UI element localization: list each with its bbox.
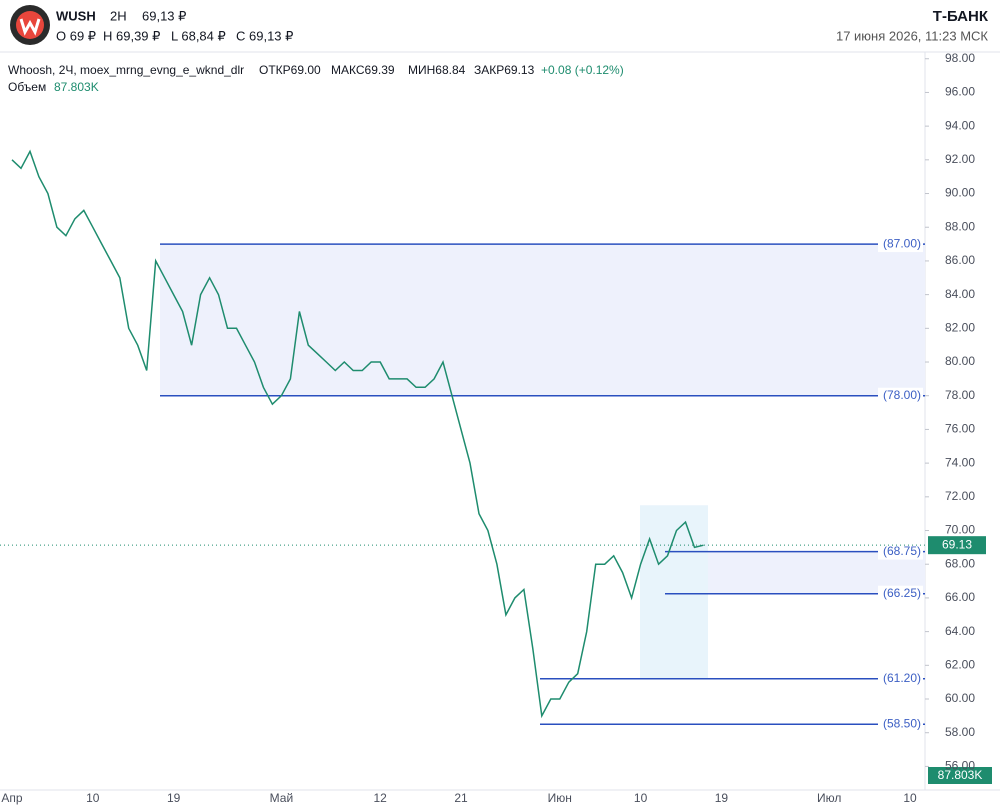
- ohlc-low: L 68,84 ₽: [171, 28, 226, 43]
- brand: Т-БАНК: [933, 8, 989, 25]
- level-label: (58.50): [883, 716, 921, 730]
- level-label-bg: [878, 670, 923, 687]
- y-tick-label: 82.00: [945, 321, 975, 335]
- last-price-badge: [928, 536, 986, 555]
- y-tick-label: 64.00: [945, 624, 975, 638]
- header-price: 69,13 ₽: [142, 8, 186, 23]
- level-label-bg: [878, 236, 923, 253]
- level-label: (78.00): [883, 388, 921, 402]
- x-tick-label: Июл: [817, 791, 841, 805]
- x-tick-label: 12: [374, 791, 388, 805]
- x-tick-label: 21: [454, 791, 468, 805]
- x-tick-label: 19: [715, 791, 729, 805]
- legend-low: МИН68.84: [408, 63, 466, 77]
- last-price-label: 69.13: [942, 537, 972, 551]
- x-tick-label: 10: [903, 791, 917, 805]
- legend-change: +0.08 (+0.12%): [541, 63, 624, 77]
- price-line: [11, 149, 704, 719]
- y-tick-label: 78.00: [945, 388, 975, 402]
- volume-badge: [928, 767, 992, 784]
- y-tick-label: 84.00: [945, 287, 975, 301]
- legend-open: ОТКР69.00: [259, 63, 321, 77]
- y-tick-label: 92.00: [945, 152, 975, 166]
- level-label: (66.25): [883, 586, 921, 600]
- y-tick-label: 72.00: [945, 489, 975, 503]
- legend-close: ЗАКР69.13: [474, 63, 535, 77]
- level-label-bg: [878, 585, 923, 602]
- y-tick-label: 60.00: [945, 691, 975, 705]
- level-label-bg: [878, 387, 923, 404]
- level-label-bg: [878, 716, 923, 733]
- y-tick-label: 80.00: [945, 354, 975, 368]
- ohlc-open: O 69 ₽: [56, 28, 96, 43]
- y-tick-label: 96.00: [945, 85, 975, 99]
- datetime: 17 июня 2026, 11:23 МСК: [836, 28, 988, 43]
- ohlc-close: C 69,13 ₽: [236, 28, 293, 43]
- legend-volume-label: Объем: [8, 80, 46, 94]
- y-tick-label: 56.00: [945, 759, 975, 773]
- legend-high: МАКС69.39: [331, 63, 395, 77]
- x-tick-label: Июн: [548, 791, 572, 805]
- y-tick-label: 74.00: [945, 455, 975, 469]
- level-label-bg: [878, 543, 923, 560]
- y-tick-label: 98.00: [945, 51, 975, 65]
- y-tick-label: 70.00: [945, 523, 975, 537]
- legend-symbol: Whoosh, 2Ч, moex_mrng_evng_e_wknd_dlr: [8, 63, 244, 77]
- logo-mark: [19, 18, 41, 36]
- y-tick-label: 90.00: [945, 186, 975, 200]
- y-tick-label: 86.00: [945, 253, 975, 267]
- y-tick-label: 62.00: [945, 657, 975, 671]
- y-tick-label: 88.00: [945, 219, 975, 233]
- zone: [160, 244, 925, 396]
- legend-volume: 87.803K: [54, 80, 99, 94]
- x-tick-label: 10: [86, 791, 100, 805]
- x-tick-label: Май: [270, 791, 294, 805]
- ticker: WUSH: [56, 8, 96, 23]
- interval: 2H: [110, 8, 127, 23]
- y-tick-label: 58.00: [945, 725, 975, 739]
- level-label: (87.00): [883, 236, 921, 250]
- ohlc-high: H 69,39 ₽: [103, 28, 160, 43]
- x-tick-label: 19: [167, 791, 181, 805]
- level-label: (61.20): [883, 671, 921, 685]
- y-tick-label: 68.00: [945, 556, 975, 570]
- zone: [640, 505, 708, 679]
- x-tick-label: Апр: [1, 791, 23, 805]
- y-tick-label: 66.00: [945, 590, 975, 604]
- y-tick-label: 76.00: [945, 422, 975, 436]
- x-tick-label: 10: [634, 791, 648, 805]
- level-label: (68.75): [883, 544, 921, 558]
- y-tick-label: 94.00: [945, 118, 975, 132]
- volume-badge-text: 87.803K: [938, 768, 983, 782]
